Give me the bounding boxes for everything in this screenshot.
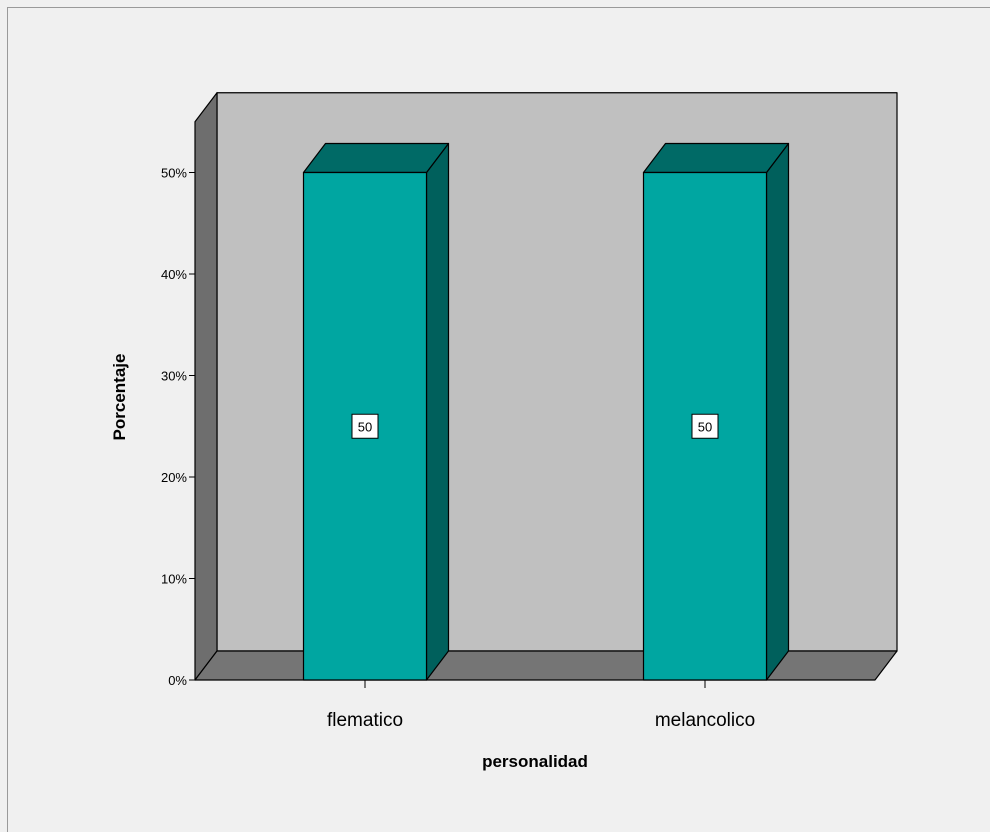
y-tick-label: 40% bbox=[161, 267, 187, 282]
data-label: 50 bbox=[358, 419, 372, 434]
x-axis: flematico melancolico bbox=[327, 680, 755, 731]
plot-walls bbox=[194, 92, 898, 681]
y-axis: 0% 10% 20% 30% 40% 50% bbox=[161, 166, 195, 688]
bar-side-face bbox=[765, 142, 790, 681]
y-tick-label: 0% bbox=[168, 673, 187, 688]
bar-top-face bbox=[642, 142, 790, 174]
x-tick-label: flematico bbox=[327, 710, 403, 731]
x-axis-title: personalidad bbox=[482, 752, 588, 771]
bars: 50 50 bbox=[302, 142, 790, 681]
data-label: 50 bbox=[698, 419, 712, 434]
bar-top-face bbox=[302, 142, 450, 174]
y-tick-label: 10% bbox=[161, 572, 187, 587]
plot-floor bbox=[194, 650, 898, 681]
y-tick-label: 20% bbox=[161, 470, 187, 485]
data-label-box bbox=[351, 413, 379, 439]
y-tick-label: 30% bbox=[161, 369, 187, 384]
y-tick-label: 50% bbox=[161, 166, 187, 181]
x-tick-label: melancolico bbox=[655, 710, 755, 731]
bar-flematico: 50 bbox=[302, 142, 450, 681]
bar-side-face bbox=[425, 142, 450, 681]
bar-melancolico: 50 bbox=[642, 142, 790, 681]
plot-side-wall bbox=[194, 92, 218, 681]
data-label-box bbox=[691, 413, 719, 439]
y-axis-title: Porcentaje bbox=[110, 354, 129, 441]
